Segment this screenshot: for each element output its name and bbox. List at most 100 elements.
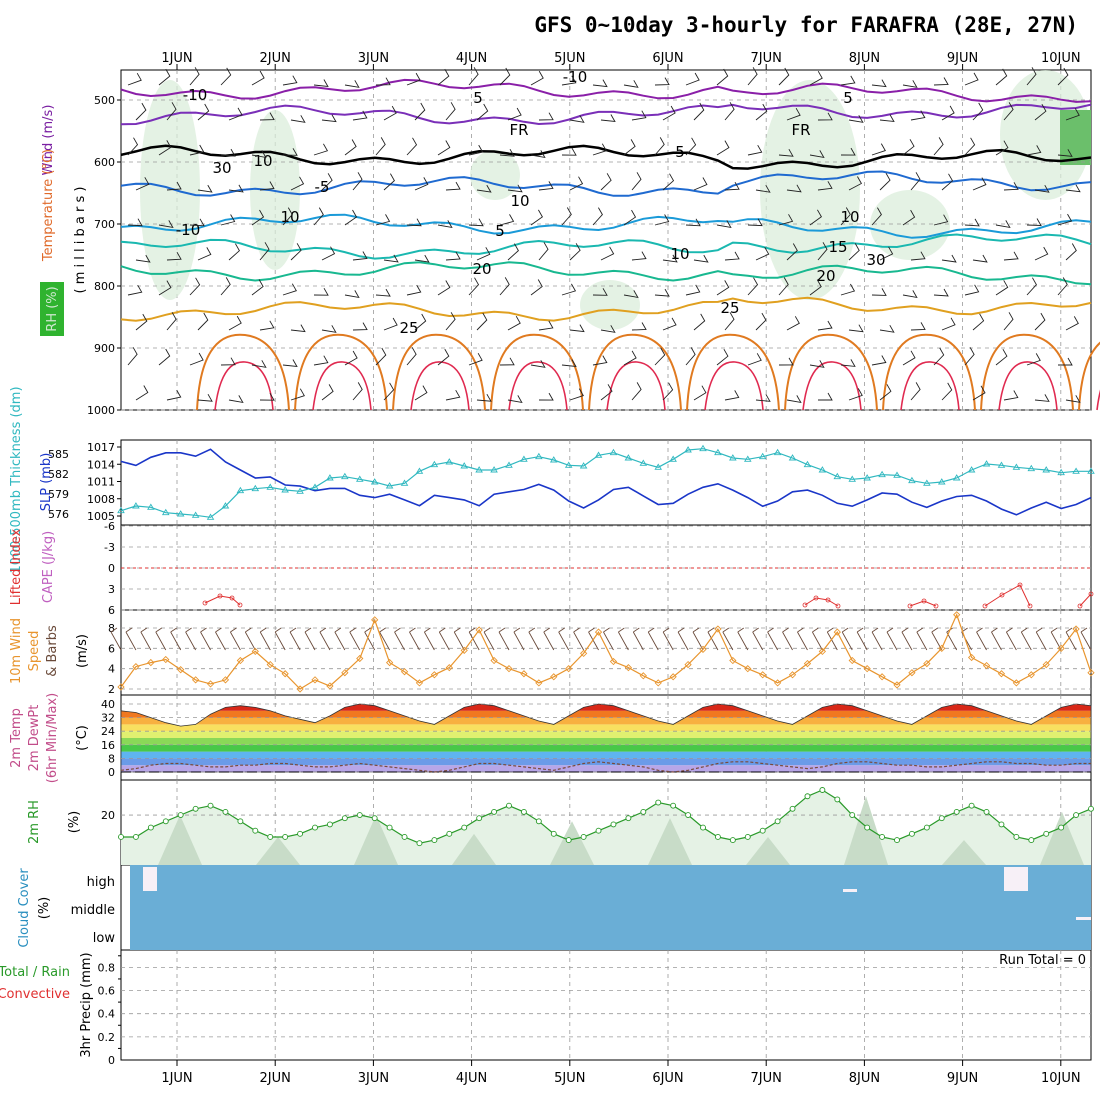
- rh-point: [491, 808, 498, 815]
- rh-point: [789, 805, 796, 812]
- wind-barb: [910, 172, 921, 191]
- slp-tick: 1017: [87, 441, 115, 454]
- cloud-level-label: low: [93, 931, 116, 946]
- panel-frame: [120, 609, 1092, 696]
- lifted-index-line: [984, 584, 1031, 607]
- wind-barb-10m: [573, 627, 585, 651]
- wind-barb: [1026, 218, 1042, 226]
- rh-peak: [550, 821, 594, 865]
- lifted-index-point: [1088, 591, 1094, 597]
- temp-tick: 32: [101, 712, 115, 725]
- lifted-index-point: [813, 595, 819, 601]
- rh-point: [714, 834, 721, 840]
- thickness-marker: [923, 479, 931, 486]
- thickness-marker: [669, 455, 677, 462]
- wind-barb: [127, 218, 143, 227]
- contour-label: 30: [212, 159, 231, 177]
- thickness-marker: [147, 503, 155, 510]
- wind-barb: [507, 395, 523, 404]
- rh-point: [520, 808, 527, 815]
- wind-speed-marker: [311, 676, 319, 684]
- wind-barb: [848, 115, 864, 123]
- rh-peak: [746, 836, 790, 865]
- wind-barb-10m: [1065, 627, 1077, 651]
- wind-barb: [747, 67, 758, 86]
- warm-contour: [196, 333, 290, 411]
- warm-contour: [784, 333, 878, 411]
- wind-barb: [693, 385, 707, 401]
- wind-barb-10m: [468, 627, 480, 651]
- wind-barb: [724, 251, 740, 261]
- wind-speed-marker: [594, 628, 603, 636]
- wind-barb-10m: [215, 627, 226, 651]
- rh-point: [207, 802, 214, 809]
- wind-barb: [716, 68, 729, 86]
- rh-2m-panel: 20: [101, 787, 1094, 865]
- thickness-label: 1000-500mb Thickness (dm): [9, 386, 24, 573]
- hot-contour: [312, 361, 372, 411]
- wind-barb: [786, 184, 802, 193]
- wind-barb-10m: [647, 627, 659, 651]
- lifted-index-line: [804, 597, 839, 607]
- lifted-index-line: [1079, 593, 1092, 607]
- wind-speed-marker: [997, 670, 1006, 678]
- wind-barb: [964, 218, 980, 227]
- temp2m-label-b: 2m DewPt: [27, 705, 42, 772]
- thickness-marker: [1042, 466, 1051, 473]
- rh-point: [983, 808, 990, 815]
- wind-barb: [197, 312, 209, 331]
- wind-speed-marker: [236, 656, 245, 665]
- rh-peak: [256, 836, 300, 865]
- wind-barb: [631, 172, 642, 191]
- wind-barb: [724, 390, 740, 401]
- wind-barb: [561, 75, 577, 86]
- wind-speed-marker: [908, 669, 916, 677]
- wind-speed-marker: [699, 645, 707, 653]
- wind-speed-marker: [953, 611, 961, 619]
- contour-label: 10: [670, 245, 689, 263]
- wind-barb: [1003, 182, 1019, 191]
- wind-barb-10m: [991, 627, 1002, 651]
- thickness-marker: [221, 502, 230, 509]
- contour-label: 20: [472, 260, 491, 278]
- thickness-marker: [908, 476, 916, 484]
- wind-speed-marker: [669, 673, 677, 681]
- wind-speed-marker: [639, 672, 647, 680]
- temp-outline: [120, 703, 1092, 773]
- contour-label: -10: [176, 221, 201, 239]
- rh-point: [297, 830, 304, 837]
- wind-barb: [631, 322, 647, 331]
- stability-panel: -6 -3 0 3 6: [104, 520, 1094, 617]
- wind-barb: [228, 243, 240, 261]
- thickness-marker: [699, 444, 707, 452]
- wind-barb-10m: [125, 627, 137, 651]
- wind-barb: [189, 352, 204, 366]
- wind-barb: [344, 80, 360, 88]
- wind-barb: [724, 102, 735, 121]
- contour-label: 10: [253, 152, 272, 170]
- thickness-marker: [161, 508, 170, 516]
- thickness-marker: [997, 461, 1006, 468]
- top-date-axis: 1JUN 2JUN 3JUN 4JUN 5JUN 6JUN 7JUN 8JUN 9JUN 10JU…: [161, 51, 1081, 70]
- wind-speed-marker: [1087, 669, 1095, 677]
- contour-label: 5: [473, 89, 483, 107]
- wind-barb-10m: [543, 627, 555, 651]
- wind-barb: [468, 352, 483, 366]
- temp-band: [121, 724, 1091, 732]
- wind-barb: [964, 284, 980, 296]
- wind-barb: [1057, 213, 1073, 226]
- contour-label: 5: [843, 89, 853, 107]
- wind-barb: [879, 114, 895, 123]
- wind-speed-tick: 6: [108, 642, 115, 655]
- wind-barb: [282, 75, 298, 86]
- wind-barb: [406, 347, 417, 366]
- wind-barb-10m: [364, 627, 376, 651]
- temp-band: [121, 751, 1091, 759]
- wind-barb: [414, 102, 426, 121]
- wind-speed-marker: [177, 666, 185, 674]
- wind-barb: [941, 382, 953, 401]
- temp-band: [121, 738, 1091, 745]
- wind-speed-marker: [147, 658, 155, 667]
- thickness-marker: [490, 466, 498, 473]
- warm-contour: [588, 333, 682, 411]
